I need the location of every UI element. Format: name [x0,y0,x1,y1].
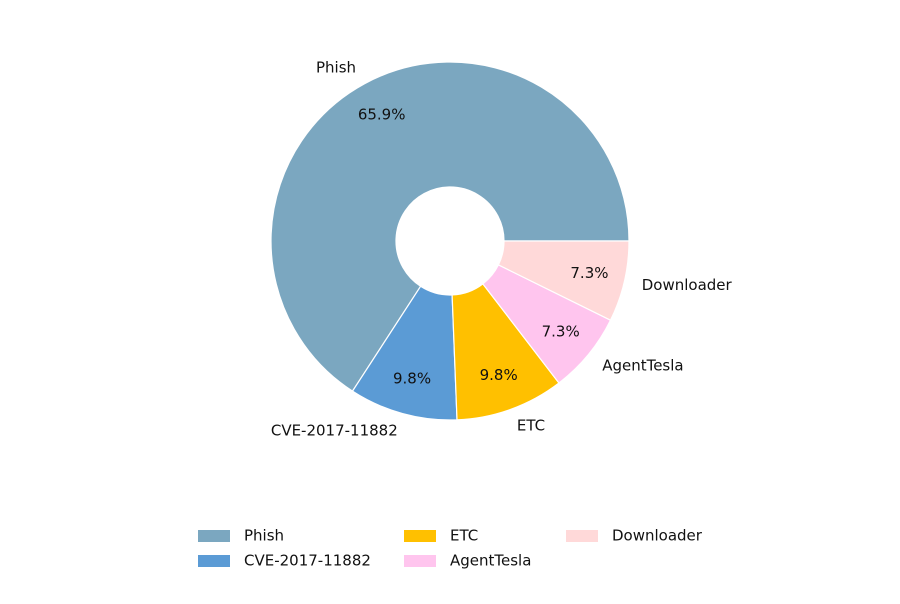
legend-label: CVE-2017-11882 [244,552,371,570]
legend-swatch [566,530,598,542]
slice-label: CVE-2017-11882 [271,421,398,439]
slice-label: Downloader [642,276,733,294]
percent-label: 65.9% [358,106,406,124]
slice-label: ETC [517,417,545,435]
percent-label: 9.8% [393,370,431,388]
legend-label: ETC [450,527,478,545]
percent-label: 7.3% [542,322,580,340]
slice-label: AgentTesla [602,356,683,374]
slice [270,61,630,392]
legend-swatch [198,555,230,567]
percent-label: 9.8% [480,366,518,384]
slice [497,240,630,321]
legend-label: Downloader [612,527,703,545]
legend-swatch [404,555,436,567]
slice-label: Phish [316,58,356,76]
percent-label: 7.3% [570,264,608,282]
legend-label: Phish [244,527,284,545]
legend-swatch [404,530,436,542]
legend-label: AgentTesla [450,552,531,570]
legend-swatch [198,530,230,542]
